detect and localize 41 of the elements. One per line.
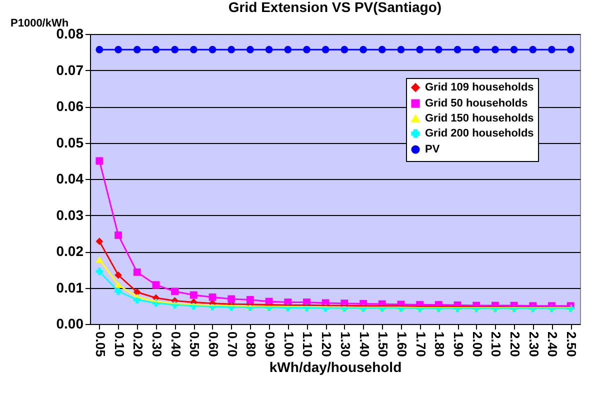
x-tick-label: 2.50 bbox=[564, 332, 580, 357]
y-tick-label: 0.05 bbox=[56, 134, 84, 150]
x-tick-label: 2.40 bbox=[545, 332, 560, 357]
x-tick-label: 1.50 bbox=[376, 332, 391, 357]
legend-label: Grid 50 households bbox=[425, 98, 528, 110]
x-tick-label: 1.70 bbox=[413, 332, 428, 357]
x-tick-label: 0.70 bbox=[224, 332, 240, 357]
y-tick-label: 0.02 bbox=[56, 243, 84, 259]
x-tick-label: 1.10 bbox=[300, 332, 316, 357]
y-tick-label: 0.07 bbox=[56, 62, 84, 78]
y-tick-label: 0.03 bbox=[56, 206, 84, 223]
x-tick-label: 0.80 bbox=[244, 332, 259, 357]
y-tick-label: 0.04 bbox=[56, 170, 84, 186]
x-tick-label: 2.10 bbox=[488, 332, 504, 357]
y-tick-label: 0.00 bbox=[56, 316, 84, 332]
x-tick-label: 1.60 bbox=[394, 332, 410, 357]
y-tick-label: 0.06 bbox=[56, 98, 84, 114]
x-tick-label: 2.30 bbox=[526, 332, 542, 357]
y-tick-label: 0.01 bbox=[56, 279, 84, 296]
x-tick-label: 0.90 bbox=[262, 332, 278, 357]
x-tick-label: 0.50 bbox=[187, 332, 202, 357]
x-tick-label: 0.05 bbox=[92, 332, 108, 357]
legend-label: Grid 109 households bbox=[425, 82, 534, 94]
x-tick-label: 0.60 bbox=[206, 332, 221, 357]
x-tick-label: 1.30 bbox=[338, 332, 353, 357]
x-tick-label: 1.40 bbox=[356, 332, 372, 357]
x-tick-label: 0.10 bbox=[112, 332, 127, 357]
legend-label: Grid 150 households bbox=[425, 112, 534, 124]
x-tick-label: 1.90 bbox=[451, 332, 466, 357]
x-axis-title: kWh/day/household bbox=[269, 358, 402, 375]
x-tick-label: 2.20 bbox=[508, 332, 523, 357]
x-tick-label: 1.80 bbox=[432, 332, 448, 357]
x-tick-label: 1.20 bbox=[319, 332, 334, 357]
legend-label: Grid 200 households bbox=[425, 128, 534, 140]
legend-label: PV bbox=[425, 144, 440, 156]
chart-title: Grid Extension VS PV(Santiago) bbox=[228, 0, 442, 15]
x-tick-label: 1.00 bbox=[281, 332, 296, 357]
x-tick-label: 0.30 bbox=[149, 332, 164, 357]
x-tick-label: 0.40 bbox=[168, 332, 184, 357]
x-tick-label: 0.20 bbox=[130, 332, 146, 357]
x-tick-label: 2.00 bbox=[470, 332, 485, 357]
